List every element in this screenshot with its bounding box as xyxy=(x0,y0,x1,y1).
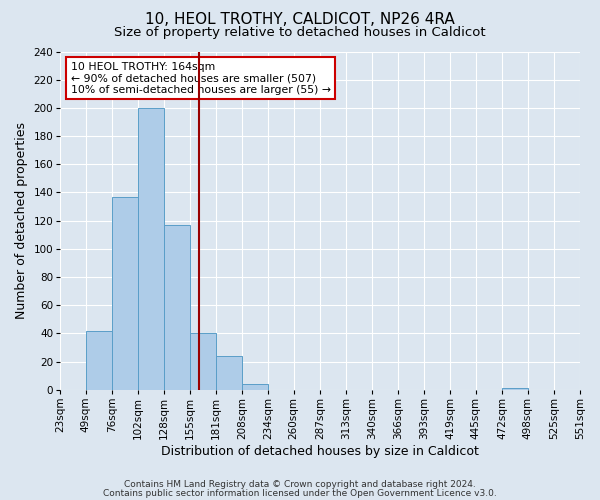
Bar xyxy=(86,330,112,390)
Bar xyxy=(190,334,216,390)
Bar xyxy=(502,388,528,390)
Text: Contains public sector information licensed under the Open Government Licence v3: Contains public sector information licen… xyxy=(103,489,497,498)
Y-axis label: Number of detached properties: Number of detached properties xyxy=(15,122,28,319)
Bar xyxy=(242,384,268,390)
Bar xyxy=(216,356,242,390)
Text: Size of property relative to detached houses in Caldicot: Size of property relative to detached ho… xyxy=(114,26,486,39)
Text: 10 HEOL TROTHY: 164sqm
← 90% of detached houses are smaller (507)
10% of semi-de: 10 HEOL TROTHY: 164sqm ← 90% of detached… xyxy=(71,62,331,95)
X-axis label: Distribution of detached houses by size in Caldicot: Distribution of detached houses by size … xyxy=(161,444,479,458)
Bar xyxy=(112,196,138,390)
Bar xyxy=(138,108,164,390)
Text: Contains HM Land Registry data © Crown copyright and database right 2024.: Contains HM Land Registry data © Crown c… xyxy=(124,480,476,489)
Bar xyxy=(164,225,190,390)
Text: 10, HEOL TROTHY, CALDICOT, NP26 4RA: 10, HEOL TROTHY, CALDICOT, NP26 4RA xyxy=(145,12,455,28)
